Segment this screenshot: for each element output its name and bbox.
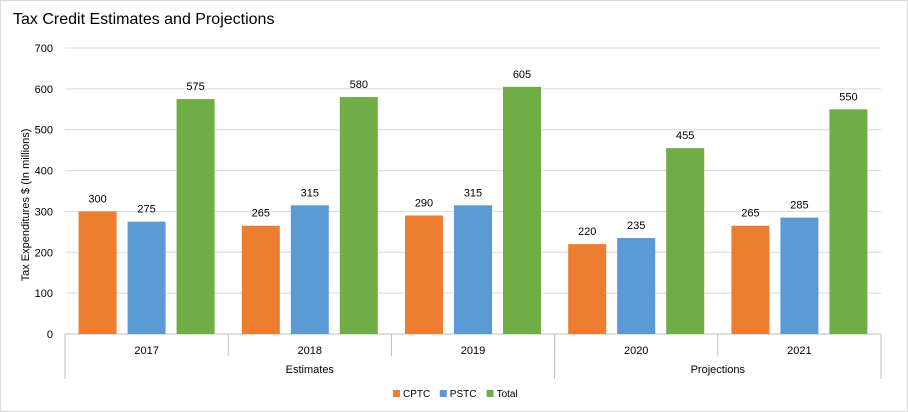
bar-pstc-2017	[127, 221, 166, 334]
x-tick-label: 2020	[624, 345, 648, 357]
data-label: 265	[252, 208, 270, 220]
legend-label-cptc: CPTC	[403, 389, 430, 400]
data-label: 455	[676, 130, 694, 142]
bar-pstc-2019	[454, 205, 492, 334]
x-tick-label: 2017	[134, 345, 158, 357]
bar-pstc-2021	[780, 217, 819, 334]
data-label: 275	[137, 204, 155, 216]
y-tick-label: 500	[35, 125, 53, 137]
data-labels: 300 275 575 265 315 580 290 315 605 220 235 455 265 2…	[88, 69, 857, 238]
y-tick-label: 200	[35, 247, 53, 259]
data-label: 300	[88, 193, 106, 205]
data-label: 265	[741, 208, 759, 220]
group-label-estimates: Estimates	[286, 364, 335, 376]
legend-label-pstc: PSTC	[450, 389, 477, 400]
legend-swatch-pstc	[439, 390, 447, 397]
data-label: 575	[186, 81, 204, 93]
data-label: 550	[839, 91, 857, 103]
group-label-projections: Projections	[691, 364, 746, 376]
legend-label-total: Total	[497, 389, 518, 400]
bar-total-2018	[339, 97, 378, 335]
y-tick-label: 600	[35, 84, 53, 96]
bar-cptc-2017	[78, 211, 117, 334]
x-tick-label: 2018	[298, 345, 322, 357]
y-axis-label: Tax Expenditures $ (In millions)	[20, 129, 32, 282]
data-label: 235	[627, 220, 645, 232]
chart-title: Tax Credit Estimates and Projections	[13, 11, 275, 28]
legend-swatch-total	[486, 390, 494, 397]
bar-total-2021	[829, 109, 868, 335]
y-tick-label: 700	[35, 43, 53, 55]
data-label: 220	[578, 226, 596, 238]
bar-cptc-2020	[568, 244, 607, 334]
data-label: 290	[415, 198, 433, 210]
bars	[78, 86, 868, 335]
y-tick-label: 300	[35, 206, 53, 218]
y-tick-label: 0	[47, 329, 53, 341]
bar-pstc-2018	[290, 205, 329, 334]
bar-cptc-2021	[731, 225, 770, 334]
bar-total-2019	[503, 86, 541, 334]
data-label: 315	[301, 187, 319, 199]
data-label: 605	[513, 69, 531, 81]
data-label: 285	[790, 200, 808, 212]
bar-cptc-2019	[405, 215, 443, 334]
x-tick-label: 2021	[787, 345, 811, 357]
bar-cptc-2018	[241, 225, 280, 334]
legend: CPTC PSTC Total	[393, 389, 518, 400]
bar-total-2017	[176, 99, 215, 334]
bar-total-2020	[666, 148, 705, 334]
data-label: 580	[350, 79, 368, 91]
y-tick-label: 400	[35, 166, 53, 178]
x-tick-label: 2019	[461, 345, 485, 357]
legend-swatch-cptc	[393, 390, 400, 397]
y-tick-label: 100	[35, 288, 53, 300]
data-label: 315	[464, 187, 482, 199]
bar-pstc-2020	[617, 237, 656, 334]
